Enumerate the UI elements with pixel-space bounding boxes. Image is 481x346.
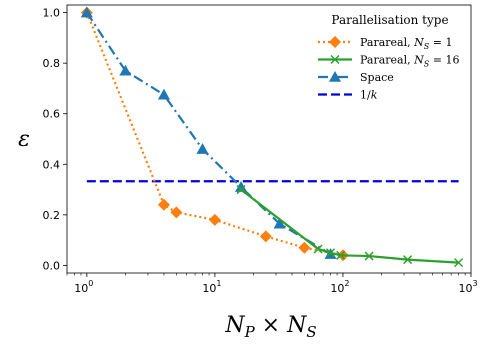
data-point <box>273 217 286 229</box>
y-tick-label: 0.2 <box>43 209 61 222</box>
series-layer <box>80 6 464 268</box>
marker-stroke <box>403 255 413 265</box>
series-0 <box>80 6 349 262</box>
data-point <box>80 6 93 18</box>
legend-swatch-marker <box>329 71 341 82</box>
data-point <box>236 185 246 195</box>
data-point <box>326 248 336 258</box>
y-tick-label: 0.6 <box>43 108 61 121</box>
marker-stroke <box>364 251 374 261</box>
data-point <box>235 181 248 192</box>
data-point <box>170 206 183 219</box>
legend-label: 1/k <box>360 89 378 102</box>
x-tick-label: 102 <box>330 279 349 295</box>
legend-item: Space <box>318 71 394 84</box>
x-tick-label: 103 <box>458 279 477 295</box>
marker-stroke <box>326 248 336 258</box>
data-point <box>259 230 272 243</box>
marker-stroke <box>313 244 323 254</box>
legend-swatch-marker <box>329 36 341 48</box>
data-point <box>403 255 413 265</box>
axes-layer: 0.0 0.2 0.4 0.6 0.8 1.0 100 101 102 103 <box>43 7 478 295</box>
legend-label: Parareal, NS = 16 <box>360 54 459 69</box>
marker-stroke <box>454 258 464 268</box>
data-point <box>364 251 374 261</box>
data-point <box>196 143 209 154</box>
legend-item: Parareal, NS = 16 <box>318 54 459 69</box>
data-point <box>298 241 311 254</box>
legend: Parallelisation type Parareal, NS = 1 Para… <box>318 13 459 102</box>
y-tick-label: 0.0 <box>43 259 61 272</box>
x-tick-label: 101 <box>202 279 221 295</box>
data-point <box>157 88 170 100</box>
marker-stroke <box>236 185 246 195</box>
y-tick-label: 1.0 <box>43 7 61 20</box>
data-point <box>454 258 464 268</box>
marker-stroke <box>336 250 346 260</box>
legend-item: 1/k <box>318 89 378 102</box>
legend-swatch-marker <box>330 54 340 65</box>
legend-label: Parareal, NS = 1 <box>360 36 452 51</box>
series-line <box>240 188 459 264</box>
marker-stroke <box>330 54 340 65</box>
legend-label: Space <box>360 71 394 84</box>
series-line <box>85 11 332 255</box>
data-point <box>157 198 170 211</box>
y-tick-label: 0.8 <box>43 57 61 70</box>
x-tick-label: 100 <box>74 279 93 295</box>
plot-frame <box>66 4 472 274</box>
data-point <box>208 213 221 226</box>
series-2 <box>80 6 337 259</box>
series-1 <box>236 185 464 268</box>
y-axis-label: ε <box>18 127 30 152</box>
x-axis-label: NP × NS <box>224 313 316 341</box>
data-point <box>313 244 323 254</box>
data-point <box>119 64 132 76</box>
y-tick-label: 0.4 <box>43 158 61 171</box>
data-point <box>336 250 346 260</box>
legend-item: Parareal, NS = 1 <box>318 36 452 51</box>
legend-title: Parallelisation type <box>331 13 448 27</box>
